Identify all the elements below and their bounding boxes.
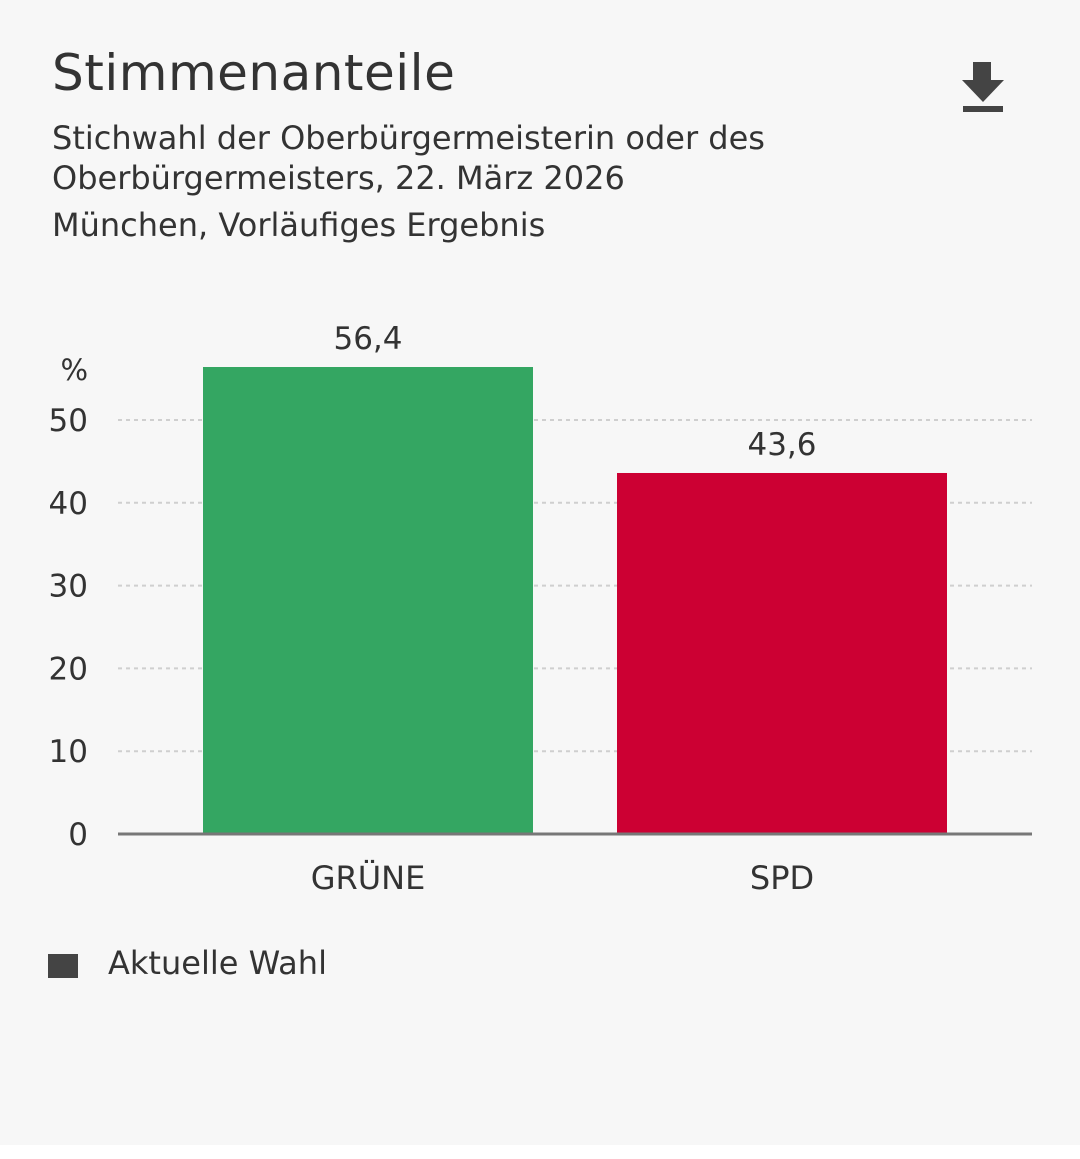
bar-grüne xyxy=(203,367,533,834)
y-axis-unit: % xyxy=(60,353,88,387)
legend: Aktuelle Wahl xyxy=(48,944,327,982)
data-label: 43,6 xyxy=(747,427,816,463)
chart-title: Stimmenanteile xyxy=(52,44,456,102)
x-tick-label: SPD xyxy=(750,859,814,897)
legend-label: Aktuelle Wahl xyxy=(108,944,327,982)
y-tick-label: 50 xyxy=(49,403,88,439)
download-button[interactable] xyxy=(960,60,1006,116)
data-label: 56,4 xyxy=(333,321,402,357)
y-tick-label: 30 xyxy=(49,569,88,605)
y-tick-label: 0 xyxy=(68,817,88,853)
legend-swatch xyxy=(48,954,78,978)
y-tick-label: 40 xyxy=(49,486,88,522)
y-tick-label: 10 xyxy=(49,734,88,770)
y-tick-label: 20 xyxy=(49,651,88,687)
chart-location: München, Vorläufiges Ergebnis xyxy=(52,206,546,244)
chart-subtitle: Stichwahl der Oberbürgermeisterin oder d… xyxy=(52,119,765,197)
bar-spd xyxy=(617,472,947,834)
x-tick-label: GRÜNE xyxy=(311,859,426,897)
download-icon xyxy=(962,62,1004,112)
